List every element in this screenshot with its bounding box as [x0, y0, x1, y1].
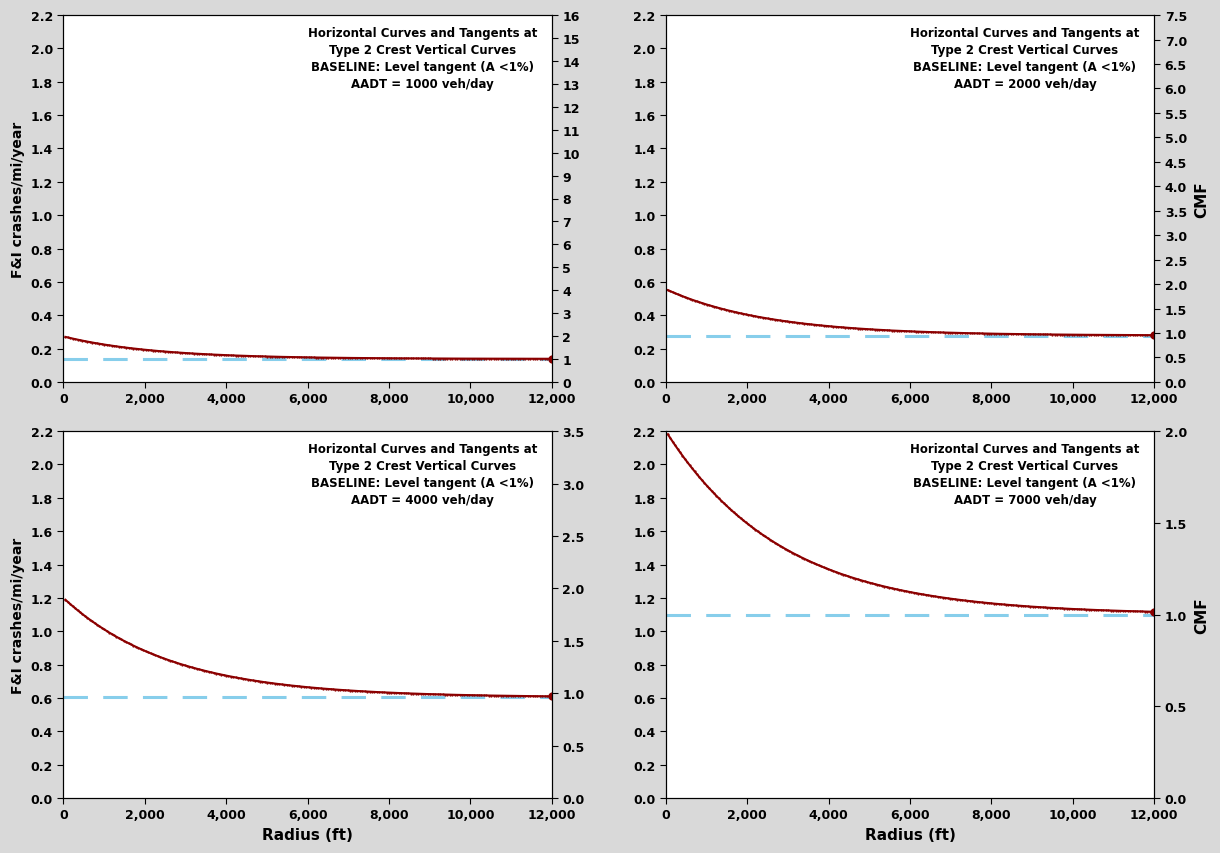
X-axis label: Radius (ft): Radius (ft): [865, 827, 955, 842]
Text: Horizontal Curves and Tangents at
Type 2 Crest Vertical Curves
BASELINE: Level t: Horizontal Curves and Tangents at Type 2…: [910, 27, 1139, 91]
Y-axis label: CMF: CMF: [1194, 181, 1209, 218]
X-axis label: Radius (ft): Radius (ft): [262, 827, 353, 842]
Text: Horizontal Curves and Tangents at
Type 2 Crest Vertical Curves
BASELINE: Level t: Horizontal Curves and Tangents at Type 2…: [307, 443, 537, 507]
Y-axis label: F&I crashes/mi/year: F&I crashes/mi/year: [11, 537, 26, 693]
Y-axis label: F&I crashes/mi/year: F&I crashes/mi/year: [11, 121, 26, 277]
Text: Horizontal Curves and Tangents at
Type 2 Crest Vertical Curves
BASELINE: Level t: Horizontal Curves and Tangents at Type 2…: [307, 27, 537, 91]
Text: Horizontal Curves and Tangents at
Type 2 Crest Vertical Curves
BASELINE: Level t: Horizontal Curves and Tangents at Type 2…: [910, 443, 1139, 507]
Y-axis label: CMF: CMF: [1194, 596, 1209, 633]
